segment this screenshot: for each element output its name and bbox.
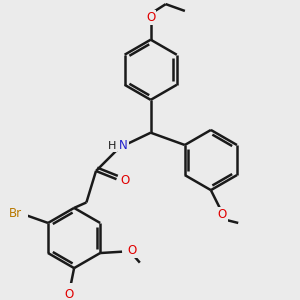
Text: O: O	[64, 288, 73, 300]
Text: H: H	[107, 141, 116, 152]
Text: O: O	[128, 244, 137, 257]
Text: O: O	[217, 208, 226, 221]
Text: N: N	[119, 139, 128, 152]
Text: O: O	[120, 174, 129, 187]
Text: Br: Br	[9, 207, 22, 220]
Text: O: O	[146, 11, 155, 24]
